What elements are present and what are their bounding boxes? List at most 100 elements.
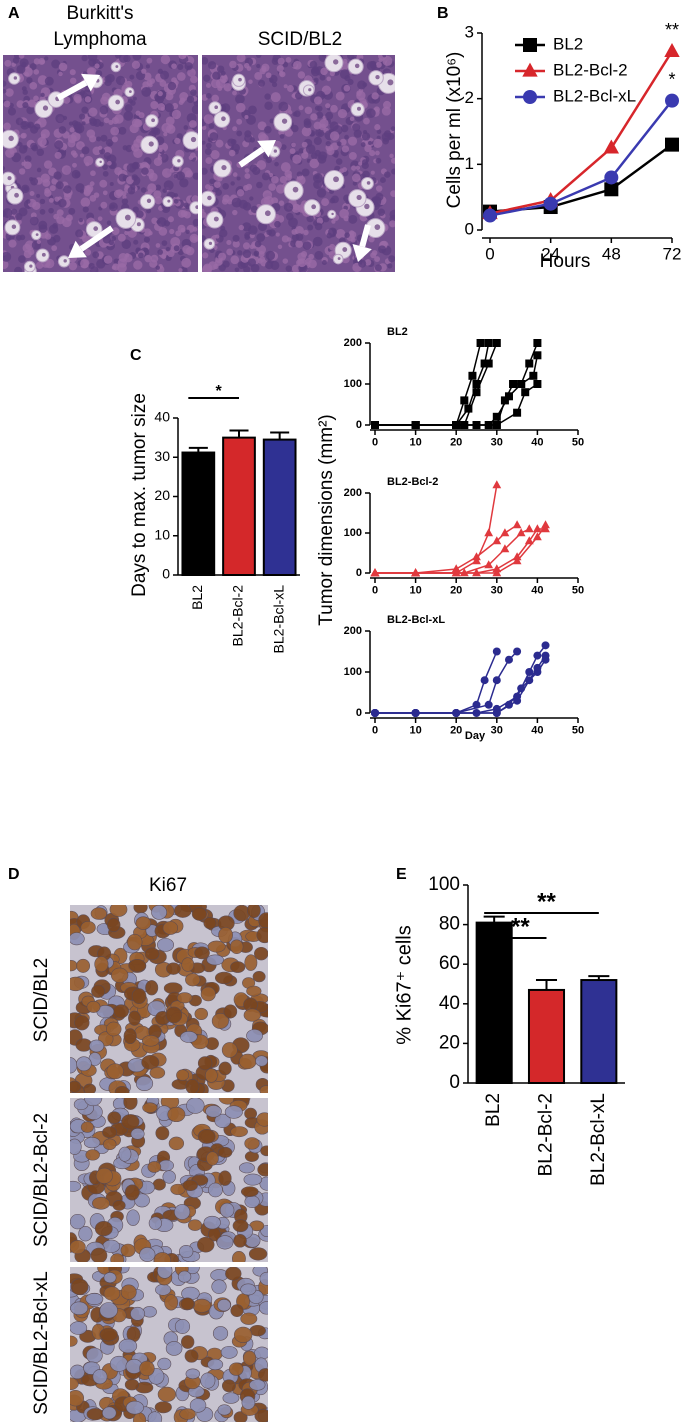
nucleus [76, 958, 91, 973]
cell [220, 70, 226, 76]
y-axis-label: Cells per ml (x10⁶) [444, 52, 465, 209]
cell [219, 229, 228, 238]
nucleus [85, 1149, 100, 1161]
nucleus [70, 1180, 82, 1192]
cell [276, 215, 285, 223]
nucleus [229, 939, 244, 955]
cell [73, 93, 82, 103]
cell [339, 208, 349, 219]
cell [3, 260, 9, 270]
cell [5, 88, 14, 97]
marker [492, 676, 501, 685]
cell [389, 209, 395, 219]
cell [39, 59, 45, 65]
cell [291, 264, 300, 272]
cell [368, 140, 373, 146]
marker [504, 655, 513, 664]
cell [315, 111, 324, 119]
cell [370, 252, 377, 259]
nucleus [249, 1379, 266, 1391]
cell [363, 117, 370, 125]
cell [37, 136, 47, 147]
cell [301, 141, 308, 148]
nucleus [162, 921, 179, 935]
cell [373, 138, 383, 148]
cell [291, 124, 299, 133]
bar [580, 979, 618, 1084]
cell [321, 55, 327, 58]
y-tick-label: 100 [428, 874, 460, 895]
nucleus [254, 1408, 268, 1422]
marker [513, 647, 522, 656]
nucleus [200, 1372, 216, 1389]
cell [175, 230, 182, 237]
cell [155, 243, 161, 248]
nucleus [185, 1368, 201, 1380]
debris [387, 79, 394, 86]
cell [230, 255, 240, 265]
cell [36, 167, 42, 173]
cell [102, 170, 109, 177]
nucleus [174, 1204, 191, 1220]
nucleus [240, 1312, 258, 1325]
cell [94, 63, 100, 69]
marker [370, 568, 380, 577]
cell [38, 220, 48, 230]
cell [181, 257, 192, 268]
cell [362, 170, 370, 179]
cell [14, 266, 23, 272]
micrograph [3, 55, 198, 272]
marker [517, 684, 526, 693]
cell [150, 100, 159, 110]
cell [132, 55, 142, 61]
cell [283, 202, 294, 212]
nucleus [182, 1179, 198, 1192]
cell [243, 185, 249, 191]
cell [302, 241, 312, 250]
nucleus [126, 1209, 140, 1226]
cell [102, 190, 108, 196]
cell [204, 148, 212, 156]
cell [264, 101, 273, 111]
cell [275, 232, 280, 237]
cell [80, 258, 90, 269]
cell [220, 103, 231, 113]
nucleus [228, 1362, 244, 1376]
cell [68, 207, 76, 215]
cell [186, 95, 195, 104]
cell [339, 69, 350, 80]
cell [319, 74, 326, 81]
cell [387, 263, 393, 269]
marker [472, 552, 481, 561]
marker [512, 520, 522, 529]
series-line [489, 99, 673, 217]
nucleus [241, 1395, 256, 1410]
cell [349, 116, 355, 122]
cell [133, 239, 139, 245]
cell [248, 105, 257, 115]
cell [18, 168, 26, 175]
cell [249, 164, 258, 173]
cell [268, 183, 276, 191]
cell [321, 259, 327, 266]
cell [313, 136, 322, 146]
cell [235, 102, 246, 113]
cell [151, 217, 158, 225]
cell [173, 193, 179, 198]
debris [273, 149, 277, 153]
nucleus [258, 912, 268, 929]
cell [376, 135, 381, 140]
marker [483, 208, 497, 223]
series-line [489, 143, 673, 213]
nucleus [118, 1146, 132, 1162]
cell [356, 90, 366, 101]
cell [51, 178, 58, 185]
y-tick-label: 0 [356, 419, 362, 431]
cell [191, 195, 198, 203]
debris [214, 105, 219, 110]
cell [268, 74, 278, 84]
cell [377, 208, 386, 217]
cell [298, 105, 304, 111]
cell [232, 209, 238, 216]
